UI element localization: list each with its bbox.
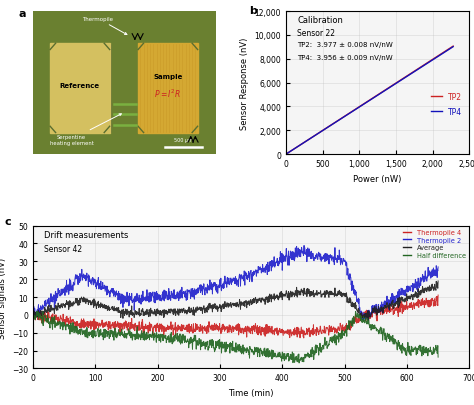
Bar (33, 44, 52, 134)
Line: TP4: TP4 (286, 47, 453, 155)
Text: $P = I^2R$: $P = I^2R$ (155, 88, 182, 100)
Y-axis label: Sensor Response (nV): Sensor Response (nV) (240, 37, 249, 130)
Text: Reference: Reference (60, 83, 100, 89)
Text: Calibration: Calibration (297, 17, 343, 26)
Y-axis label: Sensor signals (nV): Sensor signals (nV) (0, 257, 7, 338)
TP2 (447, 47, 452, 52)
TP2 (374, 94, 379, 99)
Legend: TP2, TP4: TP2, TP4 (428, 90, 465, 120)
Text: TP2:  3.977 ± 0.008 nV/nW: TP2: 3.977 ± 0.008 nV/nW (297, 42, 393, 48)
TP2 (364, 100, 369, 105)
TP4 (283, 152, 289, 157)
Text: TP4:  3.956 ± 0.009 nV/nW: TP4: 3.956 ± 0.009 nV/nW (297, 55, 392, 61)
Bar (112, 44, 137, 134)
Text: Drift measurements: Drift measurements (44, 230, 128, 239)
X-axis label: Power (nW): Power (nW) (354, 174, 402, 183)
Polygon shape (137, 126, 144, 134)
TP2 (383, 88, 388, 93)
Legend: Thermopile 4, Thermopile 2, Average, Half difference: Thermopile 4, Thermopile 2, Average, Hal… (403, 229, 466, 258)
Bar (198, 44, 217, 134)
Polygon shape (191, 44, 198, 51)
TP4 (450, 45, 456, 50)
Line: TP2: TP2 (286, 47, 453, 155)
Text: c: c (5, 216, 11, 226)
Bar (50, 44, 110, 134)
Text: a: a (18, 9, 26, 19)
TP2 (363, 101, 368, 106)
Text: Sample: Sample (153, 74, 182, 80)
TP4 (363, 101, 368, 106)
TP4 (383, 89, 388, 94)
TP4 (374, 94, 379, 99)
Bar (137, 44, 198, 134)
Bar (33, 12, 217, 44)
TP4 (364, 101, 369, 106)
Polygon shape (137, 44, 144, 51)
Text: 500 μm: 500 μm (174, 138, 193, 143)
Text: Thermopile: Thermopile (82, 17, 127, 35)
Text: Sensor 42: Sensor 42 (44, 245, 82, 254)
Polygon shape (50, 126, 56, 134)
Polygon shape (191, 126, 198, 134)
Bar (33, 134, 217, 155)
Polygon shape (104, 126, 110, 134)
Text: Sensor 22: Sensor 22 (297, 29, 335, 38)
Polygon shape (104, 44, 110, 51)
TP2 (420, 64, 426, 69)
Text: b: b (249, 6, 257, 17)
TP2 (450, 45, 456, 49)
Text: Serpentine
heating element: Serpentine heating element (50, 115, 121, 145)
TP4 (447, 48, 452, 53)
TP2 (283, 152, 289, 157)
TP4 (420, 64, 426, 69)
Polygon shape (50, 44, 56, 51)
X-axis label: Time (min): Time (min) (228, 388, 274, 397)
